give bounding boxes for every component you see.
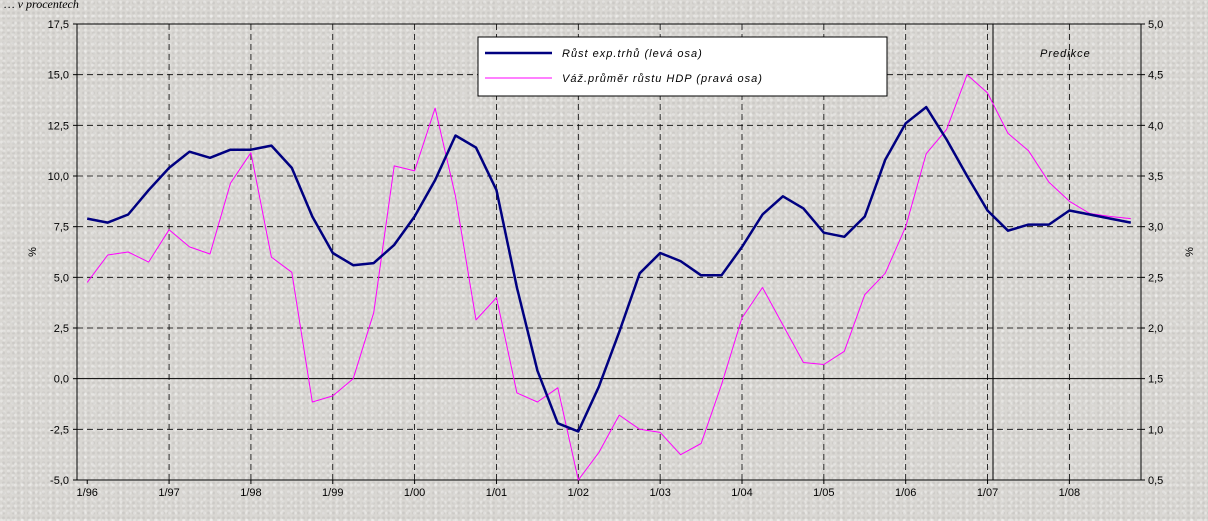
x-tick-label: 1/97 [158, 487, 179, 499]
plot-frame [76, 23, 1142, 481]
right-tick-label: 2,0 [1148, 323, 1163, 335]
right-tick-label: 0,5 [1148, 475, 1163, 487]
left-tick-label: 17,5 [48, 19, 69, 31]
series-line-gdp [86, 74, 1131, 481]
x-tick-label: 1/04 [731, 487, 752, 499]
right-tick-label: 4,5 [1148, 70, 1163, 82]
right-tick-label: 3,5 [1148, 171, 1163, 183]
x-tick-label: 1/99 [322, 487, 343, 499]
x-tick-label: 1/02 [568, 487, 589, 499]
right-tick-label: 2,5 [1148, 272, 1163, 284]
left-tick-label: 2,5 [54, 323, 69, 335]
left-tick-label: 12,5 [48, 120, 69, 132]
legend: Růst exp.trhů (levá osa) Váž.průměr růst… [477, 36, 888, 97]
prediction-label: Predikce [1040, 48, 1091, 60]
series-lines [86, 74, 1132, 481]
right-tick-label: 1,5 [1148, 374, 1163, 386]
right-axis-title: % [1184, 247, 1196, 257]
x-tick-label: 1/05 [813, 487, 834, 499]
x-tick-label: 1/98 [240, 487, 261, 499]
x-tick-label: 1/08 [1059, 487, 1080, 499]
right-tick-label: 4,0 [1148, 120, 1163, 132]
left-tick-label: 10,0 [48, 171, 69, 183]
x-tick-label: 1/96 [77, 487, 98, 499]
left-axis-title: % [27, 247, 39, 257]
left-tick-label: 7,5 [54, 222, 69, 234]
left-tick-label: -2,5 [50, 424, 69, 436]
left-tick-label: 5,0 [54, 272, 69, 284]
legend-label-gdp: Váž.průměr růstu HDP (pravá osa) [562, 73, 763, 85]
left-tick-label: -5,0 [50, 475, 69, 487]
right-tick-label: 5,0 [1148, 19, 1163, 31]
legend-box [477, 36, 888, 97]
x-tick-label: 1/03 [649, 487, 670, 499]
right-tick-label: 3,0 [1148, 222, 1163, 234]
left-tick-label: 0,0 [54, 374, 69, 386]
legend-label-exports: Růst exp.trhů (levá osa) [562, 48, 703, 60]
x-tick-label: 1/00 [404, 487, 425, 499]
series-line-exports [86, 105, 1132, 433]
x-tick-label: 1/06 [895, 487, 916, 499]
x-tick-label: 1/01 [486, 487, 507, 499]
right-tick-label: 1,0 [1148, 424, 1163, 436]
x-tick-label: 1/07 [977, 487, 998, 499]
axis-ticks: -5,0 -2,5 0,0 2,5 5,0 7,5 10,0 12,5 15,0 17,5 0,5 1… [48, 19, 1164, 499]
left-tick-label: 15,0 [48, 70, 69, 82]
top-note: … v procentech [4, 0, 79, 11]
